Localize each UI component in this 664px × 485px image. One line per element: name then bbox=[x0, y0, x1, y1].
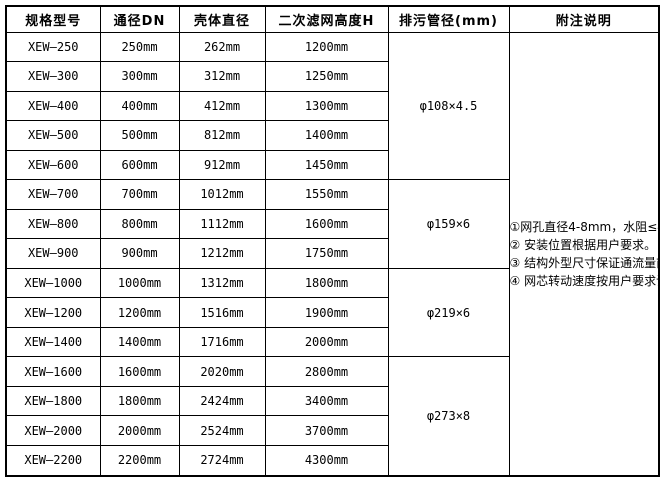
dn-cell: 700mm bbox=[99, 179, 180, 210]
note-line: ①网孔直径4-8mm，水阻≤400mmH20柱。 bbox=[509, 219, 658, 234]
height-cell: 1900mm bbox=[264, 297, 389, 328]
col-header-dn: 通径DN bbox=[99, 5, 180, 33]
model-cell: XEW—2200 bbox=[5, 444, 101, 477]
shell-cell: 912mm bbox=[178, 149, 266, 181]
shell-cell: 812mm bbox=[178, 120, 266, 151]
dn-cell: 2000mm bbox=[99, 415, 180, 446]
shell-cell: 312mm bbox=[178, 61, 266, 92]
table-row: XEW—2200 2200mm 2724mm 4300mm bbox=[5, 444, 659, 477]
dn-cell: 250mm bbox=[99, 31, 180, 63]
col-header-height: 二次滤网高度H bbox=[264, 5, 389, 33]
height-cell: 1250mm bbox=[264, 61, 389, 92]
height-cell: 1550mm bbox=[264, 179, 389, 210]
model-cell: XEW—300 bbox=[5, 61, 101, 92]
height-cell: 1800mm bbox=[264, 267, 389, 299]
height-cell: 1300mm bbox=[264, 90, 389, 122]
model-cell: XEW—250 bbox=[5, 31, 101, 63]
model-cell: XEW—600 bbox=[5, 149, 101, 181]
note-line: ② 安装位置根据用户要求。 bbox=[509, 237, 657, 252]
table-row: XEW—250 250mm 262mm 1200mm φ108×4.5 ①网孔直… bbox=[5, 31, 660, 477]
dn-cell: 900mm bbox=[99, 238, 180, 269]
dn-cell: 800mm bbox=[99, 208, 180, 240]
col-header-model: 规格型号 bbox=[5, 5, 101, 33]
height-cell: 1450mm bbox=[264, 149, 389, 181]
height-cell: 1200mm bbox=[264, 31, 389, 63]
height-cell: 2000mm bbox=[264, 326, 389, 358]
table-row: XEW—700 700mm 1012mm 1550mm φ159×6 bbox=[5, 179, 659, 269]
height-cell: 3700mm bbox=[264, 415, 389, 446]
col-header-shell: 壳体直径 bbox=[178, 5, 266, 33]
height-cell: 1400mm bbox=[264, 120, 389, 151]
dn-cell: 1800mm bbox=[99, 385, 180, 417]
shell-cell: 1012mm bbox=[178, 179, 266, 210]
shell-cell: 262mm bbox=[178, 31, 266, 63]
model-cell: XEW—400 bbox=[5, 90, 101, 122]
dn-cell: 300mm bbox=[99, 61, 180, 92]
height-cell: 1600mm bbox=[264, 208, 389, 240]
model-cell: XEW—2000 bbox=[5, 415, 101, 446]
model-cell: XEW—800 bbox=[5, 208, 101, 240]
col-header-notes: 附注说明 bbox=[508, 5, 660, 33]
drain-cell: φ219×6 bbox=[387, 267, 510, 358]
model-cell: XEW—1400 bbox=[5, 326, 101, 358]
shell-cell: 1212mm bbox=[178, 238, 266, 269]
shell-cell: 2524mm bbox=[178, 415, 266, 446]
table-row: XEW—600 600mm 912mm 1450mm bbox=[5, 149, 659, 181]
table-row: XEW—400 400mm 412mm 1300mm bbox=[5, 90, 659, 122]
table-row: XEW—2000 2000mm 2524mm 3700mm bbox=[5, 415, 659, 446]
header-row: 规格型号 通径DN 壳体直径 二次滤网高度H 排污管径(mm) 附注说明 bbox=[5, 5, 660, 33]
table-row: XEW—800 800mm 1112mm 1600mm bbox=[5, 208, 659, 240]
drain-cell: φ159×6 bbox=[387, 179, 510, 269]
drain-cell: φ273×8 bbox=[387, 356, 510, 477]
dn-cell: 1400mm bbox=[99, 326, 180, 358]
height-cell: 3400mm bbox=[264, 385, 389, 417]
model-cell: XEW—900 bbox=[5, 238, 101, 269]
table-row: XEW—1600 1600mm 2020mm 2800mm φ273×8 bbox=[5, 356, 659, 477]
model-cell: XEW—500 bbox=[5, 120, 101, 151]
spec-table: 规格型号 通径DN 壳体直径 二次滤网高度H 排污管径(mm) 附注说明 XEW… bbox=[5, 5, 660, 477]
shell-cell: 2724mm bbox=[178, 444, 266, 477]
height-cell: 2800mm bbox=[264, 356, 389, 387]
dn-cell: 400mm bbox=[99, 90, 180, 122]
dn-cell: 1000mm bbox=[99, 267, 180, 299]
shell-cell: 1716mm bbox=[178, 326, 266, 358]
notes-cell: ①网孔直径4-8mm，水阻≤400mmH20柱。 ② 安装位置根据用户要求。 ③… bbox=[508, 31, 660, 477]
model-cell: XEW—1600 bbox=[5, 356, 101, 387]
model-cell: XEW—1800 bbox=[5, 385, 101, 417]
dn-cell: 1200mm bbox=[99, 297, 180, 328]
dn-cell: 1600mm bbox=[99, 356, 180, 387]
height-cell: 1750mm bbox=[264, 238, 389, 269]
drain-cell: φ108×4.5 bbox=[387, 31, 510, 181]
table-row: XEW—500 500mm 812mm 1400mm bbox=[5, 120, 659, 151]
model-cell: XEW—700 bbox=[5, 179, 101, 210]
table-row: XEW—1800 1800mm 2424mm 3400mm bbox=[5, 385, 659, 417]
shell-cell: 2424mm bbox=[178, 385, 266, 417]
height-cell: 4300mm bbox=[264, 444, 389, 477]
shell-cell: 1312mm bbox=[178, 267, 266, 299]
table-row: XEW—1000 1000mm 1312mm 1800mm φ219×6 bbox=[5, 267, 659, 358]
model-cell: XEW—1200 bbox=[5, 297, 101, 328]
table-row: XEW—900 900mm 1212mm 1750mm bbox=[5, 238, 659, 269]
col-header-drain: 排污管径(mm) bbox=[387, 5, 510, 33]
shell-cell: 412mm bbox=[178, 90, 266, 122]
shell-cell: 1112mm bbox=[178, 208, 266, 240]
dn-cell: 500mm bbox=[99, 120, 180, 151]
note-line: ④ 网芯转动速度按用户要求设计。一般控制在8转/分钟以下。 bbox=[509, 273, 658, 288]
shell-cell: 1516mm bbox=[178, 297, 266, 328]
model-cell: XEW—1000 bbox=[5, 267, 101, 299]
table-row: XEW—300 300mm 312mm 1250mm bbox=[5, 61, 659, 92]
dn-cell: 600mm bbox=[99, 149, 180, 181]
dn-cell: 2200mm bbox=[99, 444, 180, 477]
shell-cell: 2020mm bbox=[178, 356, 266, 387]
note-line: ③ 结构外型尺寸保证通流量前提下，按用户要求设计。 bbox=[509, 255, 658, 270]
